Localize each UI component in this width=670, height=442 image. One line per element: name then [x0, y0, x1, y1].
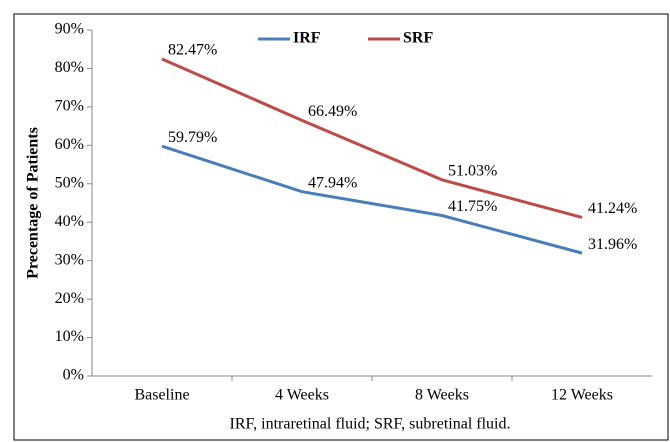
y-tick-label: 40%	[55, 213, 84, 230]
x-tick-label: Baseline	[134, 387, 189, 404]
data-label: 47.94%	[308, 174, 357, 191]
series-line	[161, 57, 583, 219]
x-tick-label: 8 Weeks	[415, 387, 469, 404]
y-tick-label: 50%	[55, 174, 84, 191]
data-label: 66.49%	[308, 103, 357, 120]
series-line	[161, 144, 583, 255]
data-label: 51.03%	[448, 162, 497, 179]
x-tick-label: 4 Weeks	[275, 387, 329, 404]
y-tick-label: 0%	[63, 367, 84, 384]
legend-label: IRF	[293, 30, 321, 47]
y-tick-label: 20%	[55, 290, 84, 307]
y-tick-label: 60%	[55, 136, 84, 153]
y-tick-label: 70%	[55, 98, 84, 115]
x-tick-label: 12 Weeks	[551, 387, 613, 404]
y-tick-label: 90%	[55, 21, 84, 38]
y-axis-label: Precentage of Patients	[25, 127, 42, 279]
data-label: 31.96%	[588, 236, 637, 253]
data-label: 41.75%	[448, 198, 497, 215]
data-label: 82.47%	[168, 42, 217, 59]
data-label: 41.24%	[588, 200, 637, 217]
chart-frame	[13, 13, 669, 441]
legend-label: SRF	[403, 30, 433, 47]
data-label: 59.79%	[168, 129, 217, 146]
caption: IRF, intraretinal fluid; SRF, subretinal…	[230, 416, 511, 433]
y-tick-label: 30%	[55, 251, 84, 268]
y-tick-label: 10%	[55, 328, 84, 345]
y-tick-label: 80%	[55, 59, 84, 76]
